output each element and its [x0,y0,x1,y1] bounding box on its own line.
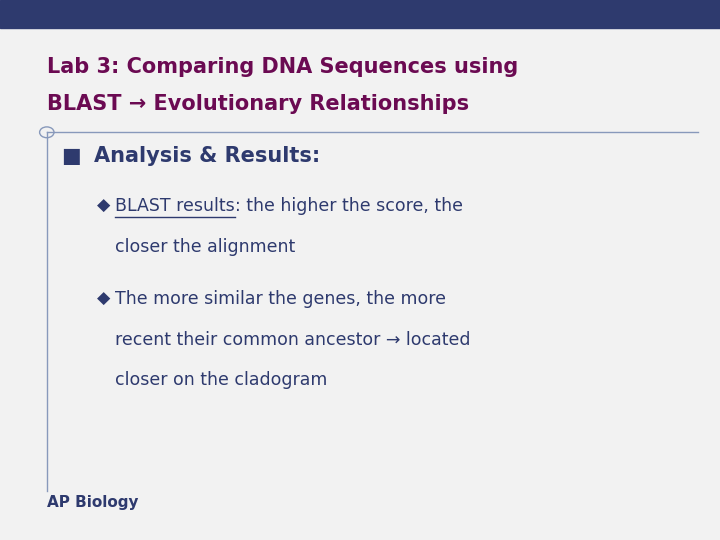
Text: Analysis & Results:: Analysis & Results: [94,146,320,166]
Text: Lab 3: Comparing DNA Sequences using: Lab 3: Comparing DNA Sequences using [47,57,518,77]
Text: : the higher the score, the: : the higher the score, the [235,197,463,215]
Text: ◆: ◆ [97,291,111,308]
Text: closer the alignment: closer the alignment [115,238,295,255]
Text: The more similar the genes, the more: The more similar the genes, the more [115,291,446,308]
Text: ◆: ◆ [97,197,111,215]
Text: BLAST results: BLAST results [115,197,235,215]
Text: AP Biology: AP Biology [47,495,138,510]
Text: recent their common ancestor → located: recent their common ancestor → located [115,330,471,349]
Text: closer on the cladogram: closer on the cladogram [115,372,328,389]
Text: ■: ■ [61,146,81,166]
Bar [0,0,720,28]
Text: BLAST → Evolutionary Relationships: BLAST → Evolutionary Relationships [47,94,469,114]
